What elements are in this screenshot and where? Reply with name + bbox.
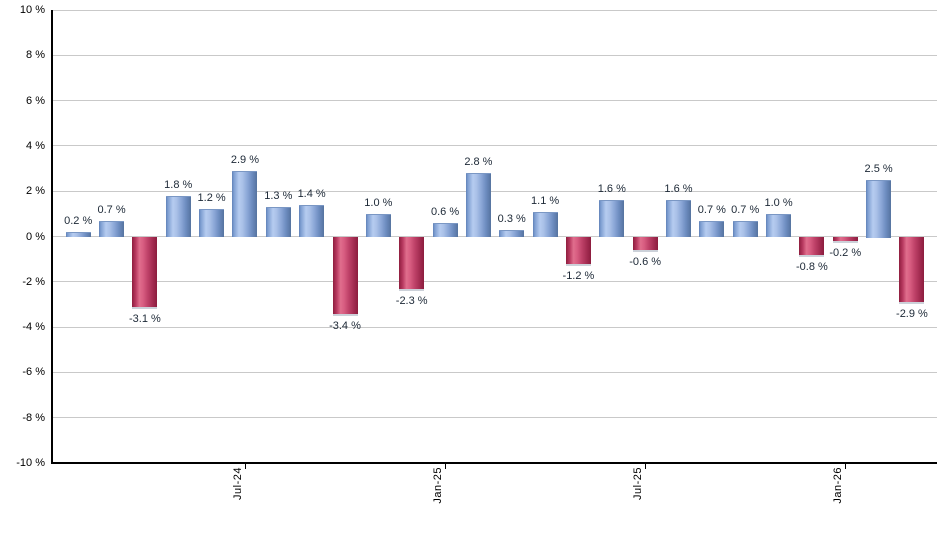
bar-value-label: 0.2 % <box>64 214 93 227</box>
bar-value-label: 1.0 % <box>364 196 393 209</box>
bar-mar-26[interactable] <box>899 236 925 305</box>
bar-feb-24[interactable] <box>65 231 91 238</box>
y-axis-tick-label: 2 % <box>26 185 45 198</box>
x-axis-tick-mark <box>445 464 447 469</box>
gridline <box>52 371 937 373</box>
bar-value-label: 0.3 % <box>497 212 526 225</box>
x-axis-tick-label: Jan-26 <box>832 467 845 504</box>
bar-value-label: 1.2 % <box>197 192 226 205</box>
bar-mar-25[interactable] <box>499 229 525 238</box>
bar-value-label: -0.2 % <box>829 247 862 260</box>
bar-value-label: 2.5 % <box>864 162 893 175</box>
y-axis-tick-label: -6 % <box>22 366 45 379</box>
gridline <box>52 281 937 283</box>
y-axis-line <box>51 10 53 464</box>
bar-value-label: 1.4 % <box>297 187 326 200</box>
bar-sep-25[interactable] <box>699 220 725 238</box>
bar-value-label: 2.9 % <box>230 153 259 166</box>
y-axis-tick-label: -4 % <box>22 321 45 334</box>
bar-value-label: 0.6 % <box>430 205 460 218</box>
y-axis-tick-label: 0 % <box>26 230 45 243</box>
bar-value-label: -0.8 % <box>795 260 828 273</box>
x-axis-tick-label: Jul-24 <box>231 467 244 500</box>
bar-jan-25[interactable] <box>432 222 458 238</box>
y-axis-tick-label: -10 % <box>16 457 45 469</box>
bar-value-label: -0.6 % <box>629 256 662 269</box>
bar-value-label: 1.0 % <box>764 196 793 209</box>
bar-dec-24[interactable] <box>399 236 425 291</box>
bar-value-label: 1.6 % <box>597 183 626 196</box>
bar-value-label: 1.1 % <box>531 194 560 207</box>
gridline <box>52 326 937 328</box>
bar-may-24[interactable] <box>165 195 191 238</box>
gridline <box>52 54 937 56</box>
bar-feb-26[interactable] <box>866 179 892 238</box>
y-axis-tick-label: 10 % <box>19 4 45 16</box>
x-axis-tick-mark <box>244 464 246 469</box>
bar-value-label: 2.8 % <box>464 156 493 169</box>
bar-jan-26[interactable] <box>832 236 858 244</box>
bar-oct-24[interactable] <box>332 236 358 316</box>
bar-feb-25[interactable] <box>465 173 491 238</box>
gridline <box>52 417 937 419</box>
y-axis-tick-label: -2 % <box>22 275 45 288</box>
bar-apr-25[interactable] <box>532 211 558 238</box>
y-axis-tick-label: 6 % <box>26 94 45 107</box>
bar-jul-25[interactable] <box>632 236 658 253</box>
bar-sep-24[interactable] <box>299 204 325 238</box>
bar-apr-24[interactable] <box>132 236 158 309</box>
gridline <box>52 145 937 147</box>
bar-jun-24[interactable] <box>199 209 225 238</box>
x-axis-tick-mark <box>845 464 847 469</box>
bar-may-25[interactable] <box>565 236 591 266</box>
y-axis-tick-label: -8 % <box>22 411 45 424</box>
x-axis-tick-label: Jul-25 <box>632 467 645 500</box>
bar-value-label: 1.6 % <box>664 183 693 196</box>
bar-value-label: -3.4 % <box>329 319 361 332</box>
x-axis-line <box>51 462 937 464</box>
y-axis-tick-label: 4 % <box>26 139 45 152</box>
bar-value-label: -2.9 % <box>896 308 928 321</box>
bar-value-label: -2.3 % <box>395 294 428 307</box>
x-axis-tick-mark <box>645 464 647 469</box>
gridline <box>52 190 937 192</box>
bar-jul-24[interactable] <box>232 170 258 238</box>
bar-oct-25[interactable] <box>732 220 758 238</box>
bar-value-label: 0.7 % <box>731 203 760 216</box>
bar-aug-24[interactable] <box>265 207 291 238</box>
bar-nov-25[interactable] <box>766 213 792 238</box>
gridline <box>52 236 937 237</box>
bar-value-label: 1.8 % <box>164 178 193 191</box>
x-axis-tick-label: Jan-25 <box>432 467 445 504</box>
bar-aug-25[interactable] <box>666 200 691 238</box>
bar-value-label: 0.7 % <box>697 203 726 216</box>
bar-jun-25[interactable] <box>599 200 625 238</box>
bar-nov-24[interactable] <box>365 213 391 238</box>
y-axis-tick-label: 8 % <box>26 49 45 62</box>
bar-value-label: -3.1 % <box>128 312 161 325</box>
bar-dec-25[interactable] <box>799 236 825 257</box>
bar-mar-24[interactable] <box>99 220 125 238</box>
gridline <box>52 100 937 102</box>
bar-value-label: 1.3 % <box>264 190 293 203</box>
bar-value-label: -1.2 % <box>562 269 595 282</box>
bar-value-label: 0.7 % <box>97 203 126 216</box>
gridline <box>52 9 937 11</box>
